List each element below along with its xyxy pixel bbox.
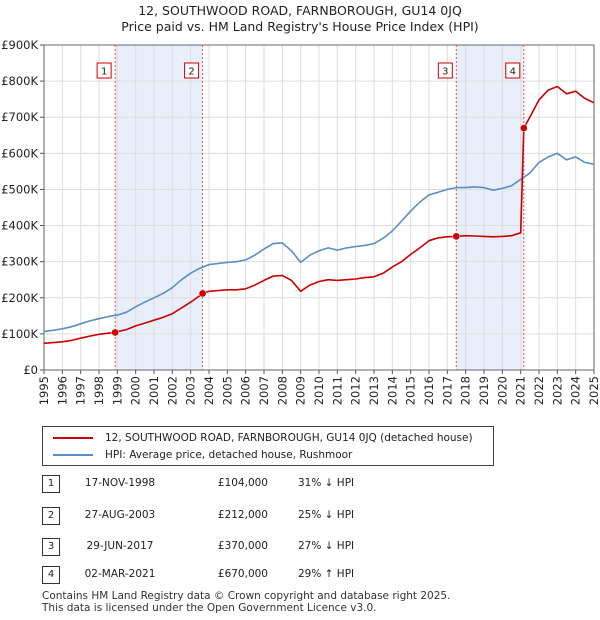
sale-number: 1 [42, 475, 60, 493]
x-tick-label: 2002 [165, 376, 179, 405]
sale-point [519, 124, 528, 132]
x-tick-label: 2006 [239, 376, 253, 405]
ownership-shade [115, 45, 203, 370]
legend-label-hpi: HPI: Average price, detached house, Rush… [105, 449, 353, 461]
sale-row: 4 02-MAR-2021 £670,000 29% ↑ HPI [0, 566, 600, 586]
chart-subtitle: Price paid vs. HM Land Registry's House … [121, 19, 479, 34]
sale-hpi-diff: 31% ↓ HPI [298, 477, 355, 489]
legend-swatch-property [53, 437, 93, 439]
sale-label-box [96, 62, 112, 79]
x-tick-label: 2008 [275, 376, 289, 405]
x-tick-label: 2017 [440, 376, 454, 405]
sale-hpi-diff: 25% ↓ HPI [298, 509, 355, 521]
y-tick-label: £300K [1, 255, 38, 269]
x-tick-label: 1998 [92, 376, 106, 405]
x-tick-label: 1997 [74, 376, 88, 405]
footer-line: This data is licensed under the Open Gov… [42, 602, 377, 614]
x-tick-label: 2001 [147, 376, 161, 405]
y-tick-label: £700K [1, 110, 38, 124]
x-tick-label: 1999 [110, 376, 124, 405]
y-tick-label: £500K [1, 182, 38, 196]
y-tick-label: £200K [1, 291, 38, 305]
property-price-line [43, 85, 595, 345]
x-tick-label: 2011 [330, 376, 344, 405]
x-tick-label: 2000 [129, 376, 143, 405]
x-tick-label: 2023 [550, 376, 564, 405]
sale-date: 29-JUN-2017 [86, 540, 154, 552]
sale-label: 2 [188, 67, 194, 78]
sale-point [452, 232, 461, 241]
sale-price: £212,000 [217, 509, 268, 521]
sale-number: 3 [42, 538, 60, 556]
x-tick-label: 2004 [202, 376, 216, 405]
sale-date: 02-MAR-2021 [84, 568, 156, 580]
y-tick-label: £900K [1, 38, 38, 52]
price-chart: £0 £100K £200K £300K £400K £500K £600K £700K £80… [1, 38, 600, 405]
sale-price: £370,000 [217, 540, 268, 552]
sale-row: 1 17-NOV-1998 £104,000 31% ↓ HPI [0, 475, 600, 495]
x-tick-label: 2005 [220, 376, 234, 405]
sale-hpi-diff: 29% ↑ HPI [298, 568, 355, 580]
sale-label-box [437, 62, 453, 79]
sale-number: 2 [42, 507, 60, 525]
legend-label-property: 12, SOUTHWOOD ROAD, FARNBOROUGH, GU14 0J… [105, 432, 473, 444]
x-tick-label: 1995 [37, 376, 51, 405]
x-tick-label: 2007 [257, 376, 271, 405]
x-tick-label: 2010 [312, 376, 326, 405]
sale-price: £104,000 [217, 477, 268, 489]
legend-item-hpi: HPI: Average price, detached house, Rush… [53, 447, 352, 463]
sale-label: 3 [442, 67, 448, 78]
legend: 12, SOUTHWOOD ROAD, FARNBOROUGH, GU14 0J… [42, 426, 494, 466]
sale-hpi-diff: 27% ↓ HPI [298, 540, 355, 552]
x-tick-label: 2015 [404, 376, 418, 405]
sale-price: £670,000 [217, 568, 268, 580]
x-tick-label: 2016 [422, 376, 436, 405]
x-tick-label: 2020 [495, 376, 509, 405]
sale-label-box [184, 62, 200, 79]
y-tick-label: £100K [1, 327, 38, 341]
legend-item-property: 12, SOUTHWOOD ROAD, FARNBOROUGH, GU14 0J… [53, 430, 473, 446]
x-tick-label: 2013 [367, 376, 381, 405]
ownership-shade [456, 45, 524, 370]
sale-date: 17-NOV-1998 [84, 477, 156, 489]
sale-label-box [505, 62, 521, 79]
x-tick-label: 2012 [349, 376, 363, 405]
sale-number: 4 [42, 566, 60, 584]
sale-label: 1 [101, 67, 107, 78]
legend-swatch-hpi [53, 454, 93, 456]
sale-point [111, 328, 119, 337]
y-tick-label: £400K [1, 219, 38, 233]
x-tick-label: 1996 [55, 376, 69, 405]
sale-row: 3 29-JUN-2017 £370,000 27% ↓ HPI [0, 538, 600, 558]
x-tick-label: 2021 [514, 376, 528, 405]
x-tick-label: 2025 [587, 376, 600, 405]
y-tick-label: £600K [1, 146, 38, 160]
plot-frame [43, 44, 595, 371]
sale-label: 4 [510, 67, 516, 78]
x-tick-label: 2022 [532, 376, 546, 405]
x-tick-label: 2003 [184, 376, 198, 405]
x-tick-label: 2024 [569, 376, 583, 405]
sale-point [198, 289, 207, 298]
x-tick-label: 2018 [459, 376, 473, 405]
sale-date: 27-AUG-2003 [84, 509, 156, 521]
x-tick-label: 2019 [477, 376, 491, 405]
y-tick-label: £0 [23, 363, 38, 377]
footer-line: Contains HM Land Registry data © Crown c… [42, 590, 451, 602]
chart-title: 12, SOUTHWOOD ROAD, FARNBOROUGH, GU14 0J… [138, 3, 462, 18]
hpi-line [43, 152, 595, 333]
footer: Contains HM Land Registry data © Crown c… [42, 590, 450, 614]
sale-row: 2 27-AUG-2003 £212,000 25% ↓ HPI [0, 507, 600, 527]
x-tick-label: 2014 [385, 376, 399, 405]
x-tick-label: 2009 [294, 376, 308, 405]
y-tick-label: £800K [1, 74, 38, 88]
